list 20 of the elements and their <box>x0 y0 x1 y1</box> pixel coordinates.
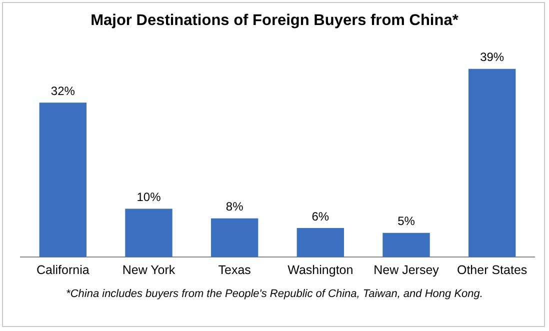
data-label: 10% <box>136 190 162 204</box>
data-label: 6% <box>312 209 330 224</box>
bar <box>125 208 172 257</box>
bar <box>210 218 258 257</box>
bar <box>468 68 516 257</box>
bar <box>296 228 344 257</box>
x-tick-label: Texas <box>218 262 251 277</box>
bar <box>39 102 87 257</box>
data-label: 32% <box>50 84 76 98</box>
text: *China includes buyers from the People's Republic of China, Taiwan, and Hong Kong. <box>65 288 484 300</box>
x-tick-label: New Jersey <box>374 262 440 277</box>
x-tick-label: California <box>36 262 90 277</box>
data-label: 5% <box>398 214 416 228</box>
x-tick-label: Washington <box>288 262 354 277</box>
data-label: 8% <box>226 200 244 214</box>
bar <box>382 232 430 257</box>
x-tick-label: Other States <box>456 262 528 277</box>
data-label: 39% <box>480 50 504 64</box>
chart-title: Major Destinations of Foreign Buyers from China* <box>90 12 460 30</box>
x-tick-label: New York <box>122 262 176 277</box>
